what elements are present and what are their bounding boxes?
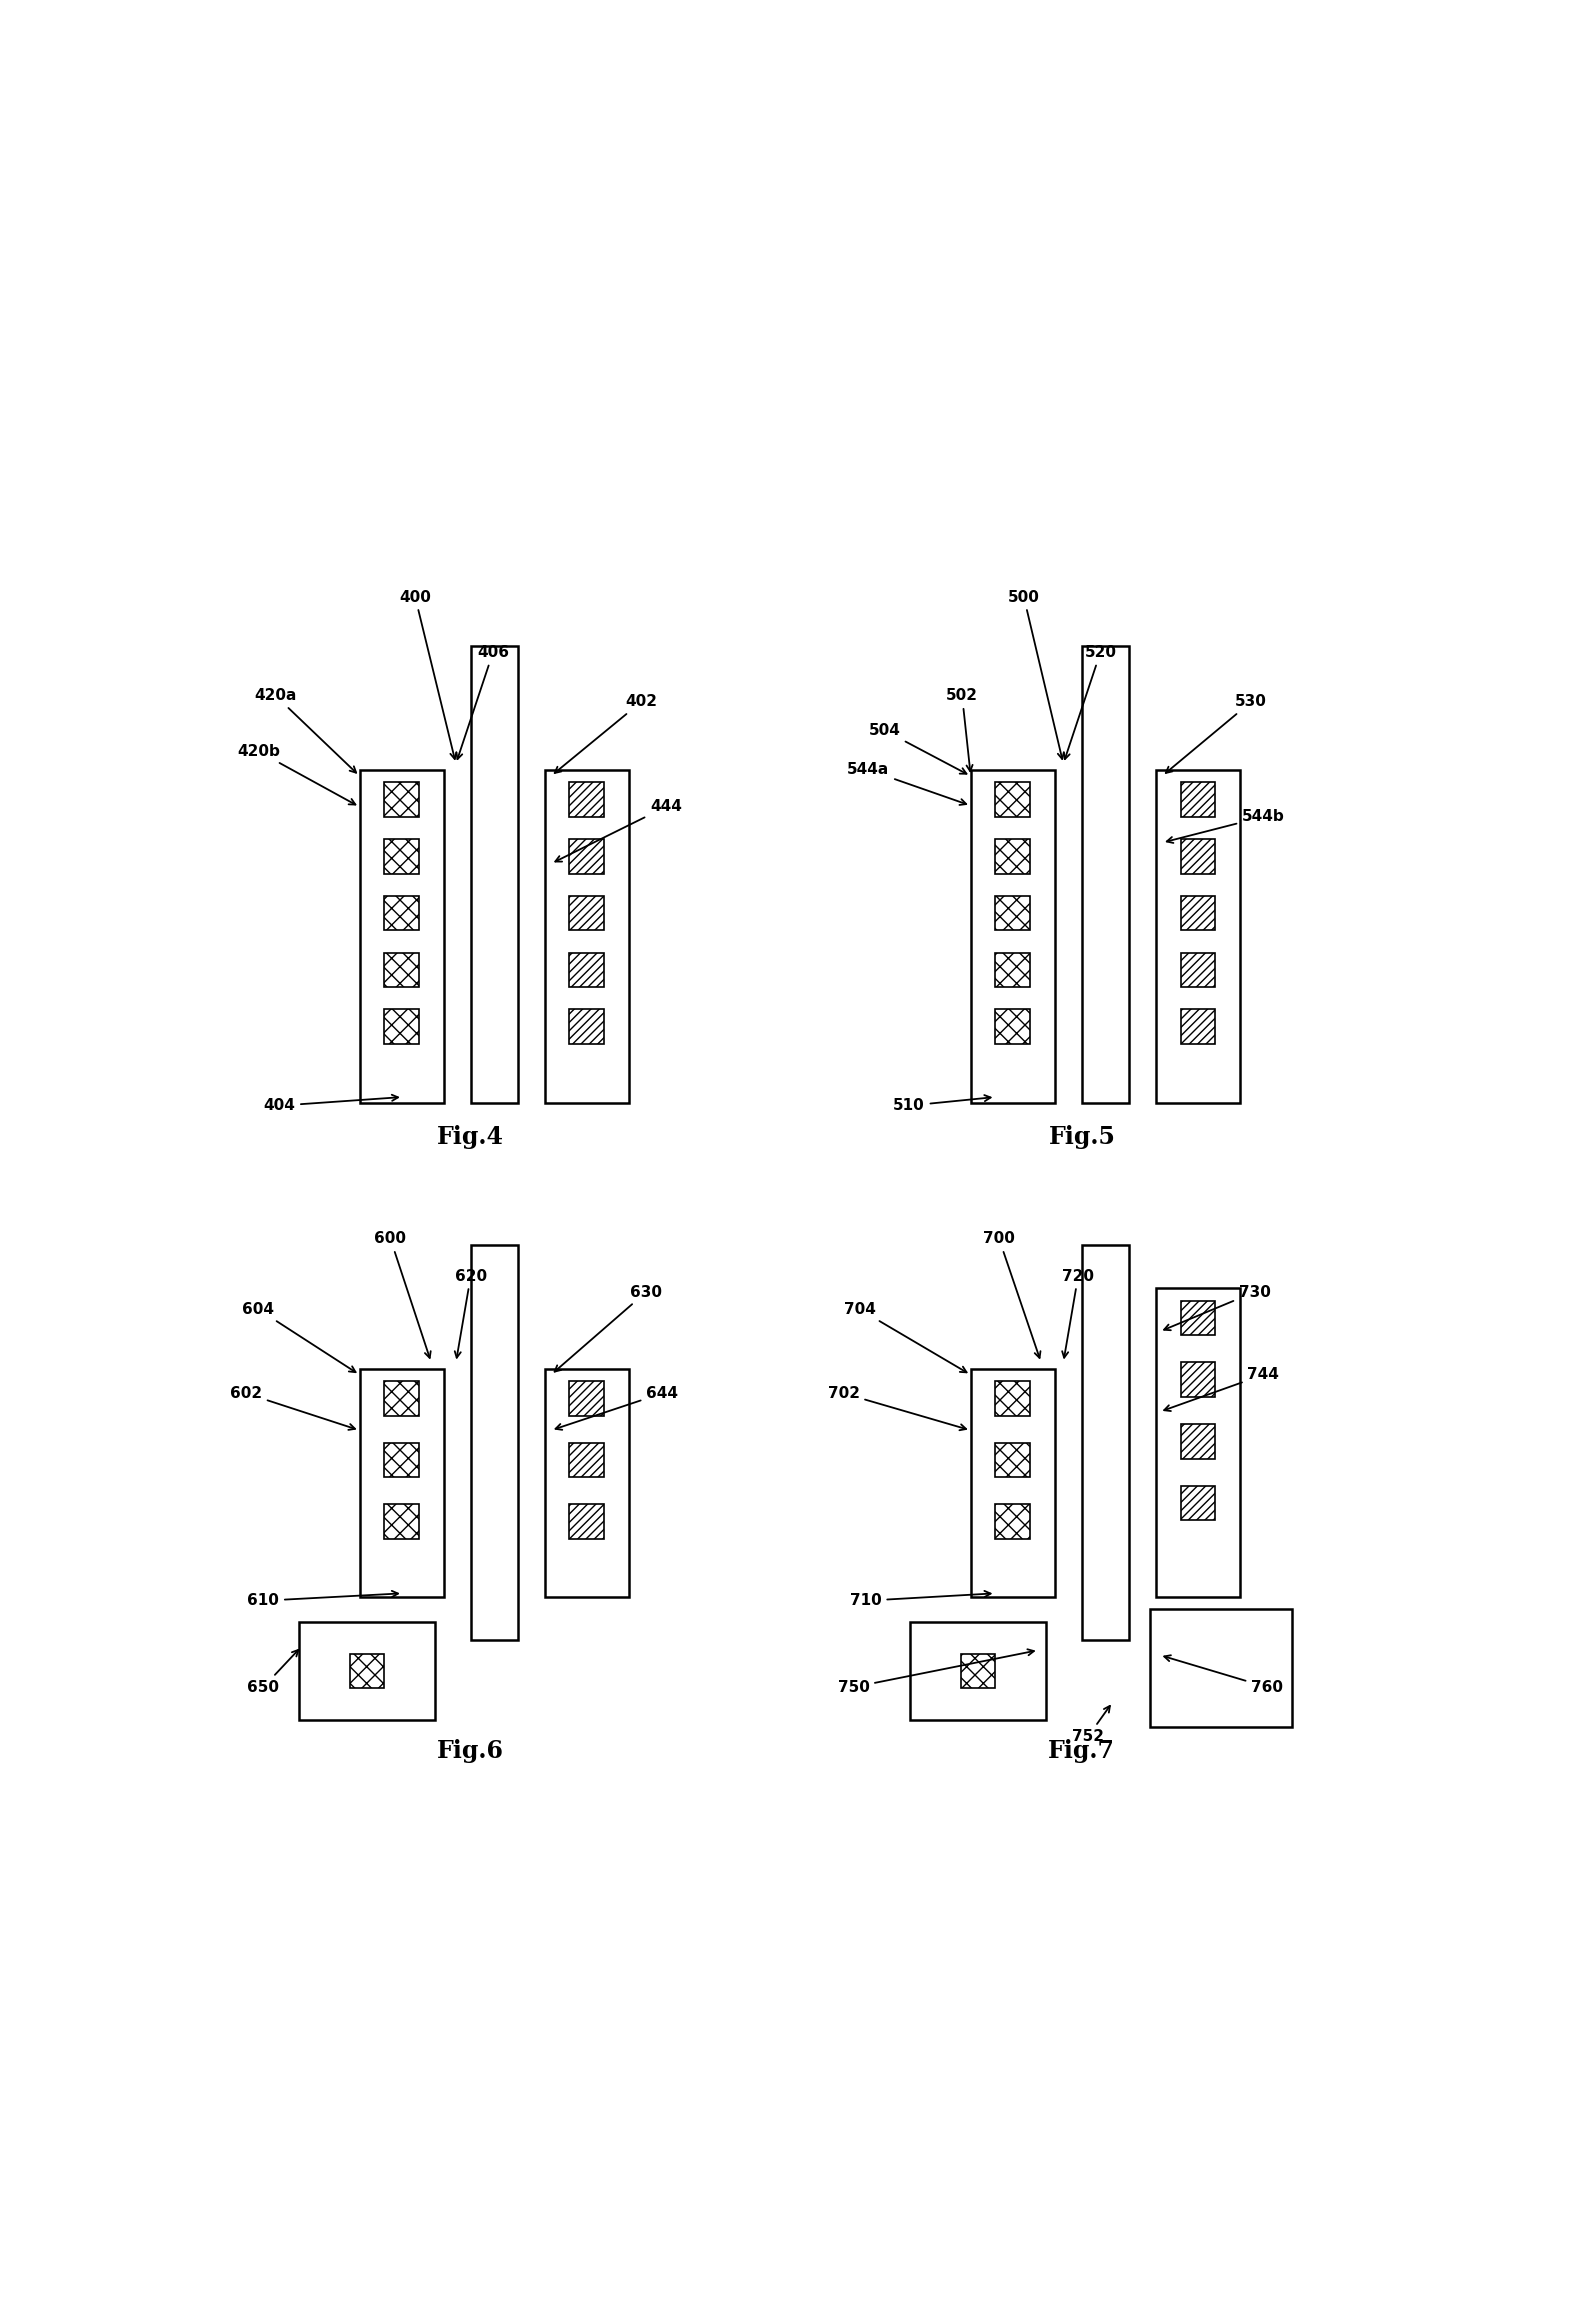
Bar bbox=[570, 1505, 604, 1540]
Bar bbox=[1180, 1301, 1215, 1336]
Text: 510: 510 bbox=[894, 1095, 991, 1113]
Bar bbox=[970, 770, 1055, 1104]
Bar bbox=[996, 1442, 1031, 1477]
Bar bbox=[472, 1245, 518, 1640]
Text: 406: 406 bbox=[457, 645, 508, 758]
Bar bbox=[384, 1442, 419, 1477]
Bar bbox=[384, 895, 419, 930]
Text: Fig.4: Fig.4 bbox=[436, 1125, 505, 1148]
Bar bbox=[996, 1009, 1031, 1044]
Bar bbox=[1082, 647, 1129, 1104]
Text: 420b: 420b bbox=[237, 744, 355, 805]
Bar bbox=[1180, 839, 1215, 874]
Bar bbox=[910, 1621, 1047, 1721]
Bar bbox=[1180, 1364, 1215, 1396]
Bar bbox=[545, 770, 629, 1104]
Text: 500: 500 bbox=[1008, 589, 1064, 758]
Text: 544a: 544a bbox=[847, 763, 967, 805]
Bar bbox=[996, 953, 1031, 988]
Text: 544b: 544b bbox=[1166, 809, 1284, 842]
Bar bbox=[1180, 782, 1215, 816]
Bar bbox=[996, 1382, 1031, 1415]
Bar bbox=[1180, 1009, 1215, 1044]
Text: 402: 402 bbox=[554, 693, 656, 772]
Bar bbox=[350, 1653, 384, 1688]
Bar bbox=[570, 953, 604, 988]
Bar bbox=[384, 1505, 419, 1540]
Text: 710: 710 bbox=[851, 1591, 991, 1609]
Text: 504: 504 bbox=[868, 724, 967, 775]
Bar bbox=[384, 1382, 419, 1415]
Text: 502: 502 bbox=[946, 689, 978, 772]
Text: 520: 520 bbox=[1064, 645, 1117, 758]
Bar bbox=[384, 839, 419, 874]
Bar bbox=[570, 1009, 604, 1044]
Bar bbox=[1180, 895, 1215, 930]
Text: Fig.5: Fig.5 bbox=[1048, 1125, 1115, 1148]
Text: 702: 702 bbox=[828, 1387, 965, 1431]
Bar bbox=[384, 953, 419, 988]
Text: 420a: 420a bbox=[255, 689, 357, 772]
Text: 620: 620 bbox=[454, 1268, 487, 1357]
Bar bbox=[545, 1368, 629, 1598]
Text: 604: 604 bbox=[242, 1301, 355, 1373]
Bar bbox=[570, 782, 604, 816]
Text: 530: 530 bbox=[1166, 693, 1266, 772]
Bar bbox=[1157, 770, 1239, 1104]
Text: Fig.6: Fig.6 bbox=[436, 1739, 505, 1762]
Text: 650: 650 bbox=[247, 1649, 298, 1695]
Bar bbox=[384, 1009, 419, 1044]
Bar bbox=[996, 782, 1031, 816]
Bar bbox=[360, 1368, 443, 1598]
Text: 704: 704 bbox=[844, 1301, 967, 1373]
Bar bbox=[961, 1653, 996, 1688]
Bar bbox=[996, 895, 1031, 930]
Text: 752: 752 bbox=[1072, 1707, 1110, 1744]
Bar bbox=[1180, 1424, 1215, 1459]
Text: 644: 644 bbox=[556, 1387, 679, 1431]
Bar bbox=[1180, 1486, 1215, 1521]
Text: 400: 400 bbox=[400, 589, 456, 758]
Text: 700: 700 bbox=[983, 1231, 1040, 1359]
Bar bbox=[996, 1505, 1031, 1540]
Text: 720: 720 bbox=[1063, 1268, 1094, 1357]
Text: 600: 600 bbox=[374, 1231, 430, 1359]
Bar bbox=[1082, 1245, 1129, 1640]
Bar bbox=[360, 770, 443, 1104]
Text: 602: 602 bbox=[229, 1387, 355, 1431]
Text: 630: 630 bbox=[554, 1285, 663, 1371]
Text: 444: 444 bbox=[556, 800, 682, 863]
Text: 610: 610 bbox=[247, 1591, 398, 1609]
Bar bbox=[1150, 1609, 1292, 1728]
Bar bbox=[384, 782, 419, 816]
Bar bbox=[299, 1621, 435, 1721]
Text: 404: 404 bbox=[263, 1095, 398, 1113]
Bar bbox=[570, 839, 604, 874]
Bar bbox=[570, 1442, 604, 1477]
Bar bbox=[996, 839, 1031, 874]
Bar bbox=[1180, 953, 1215, 988]
Text: 730: 730 bbox=[1164, 1285, 1271, 1331]
Text: Fig.7: Fig.7 bbox=[1048, 1739, 1115, 1762]
Bar bbox=[1157, 1289, 1239, 1598]
Bar bbox=[570, 895, 604, 930]
Bar bbox=[570, 1382, 604, 1415]
Text: 744: 744 bbox=[1164, 1368, 1279, 1410]
Text: 750: 750 bbox=[838, 1649, 1034, 1695]
Bar bbox=[472, 647, 518, 1104]
Bar bbox=[970, 1368, 1055, 1598]
Text: 760: 760 bbox=[1164, 1656, 1282, 1695]
